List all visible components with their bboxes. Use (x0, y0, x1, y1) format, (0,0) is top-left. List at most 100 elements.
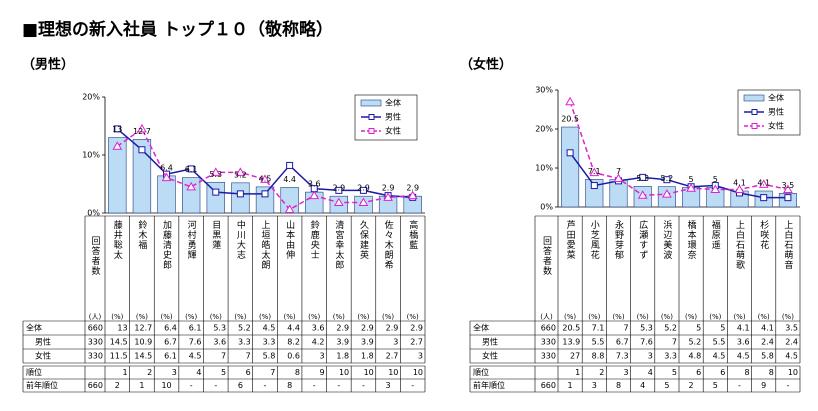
y-tick-label: 0% (540, 203, 553, 212)
data-label: 3.5 (782, 181, 795, 190)
unit-label: (%) (382, 313, 394, 321)
table-cell: 3 (386, 381, 391, 390)
table-cell: 2.9 (386, 324, 399, 333)
y-tick-label: 20% (535, 125, 553, 134)
marker (138, 146, 146, 154)
data-label: 2.9 (332, 184, 345, 193)
category-label: 藤井聡太 (112, 219, 123, 260)
table-cell: 5 (720, 324, 725, 333)
table-cell: 10 (388, 368, 398, 377)
table-cell: 660 (541, 324, 556, 333)
table-cell: 3 (592, 381, 597, 390)
category-label: 佐々木朗希 (383, 219, 394, 270)
marker (358, 197, 369, 207)
table-cell: 4.5 (263, 324, 276, 333)
table-cell: 660 (88, 324, 103, 333)
table-cell: 14.5 (110, 338, 128, 347)
legend-swatch (368, 128, 375, 134)
marker (760, 194, 768, 202)
table-cell: 3.3 (263, 338, 276, 347)
data-label: 5 (713, 175, 718, 184)
respondents-header: 回答者数 (90, 236, 101, 276)
table-cell: 5.8 (263, 352, 276, 361)
y-tick-label: 30% (535, 86, 553, 95)
marker (333, 197, 344, 207)
table-cell: 4.1 (761, 324, 774, 333)
table-cell: 6.7 (164, 338, 177, 347)
table-cell: 4.4 (287, 324, 300, 333)
data-label: 6.1 (185, 165, 198, 174)
marker (590, 182, 598, 190)
marker (758, 179, 769, 188)
marker (113, 125, 121, 133)
table-cell: 2.4 (761, 338, 774, 347)
table-cell: 3.6 (213, 338, 226, 347)
table-cell: 5 (696, 324, 701, 333)
table-cell: 8 (616, 381, 621, 390)
table-cell: 660 (88, 381, 103, 390)
marker (261, 190, 269, 198)
row-label: 順位 (473, 367, 489, 377)
table-cell: 2.7 (410, 338, 423, 347)
table-cell: 9 (319, 368, 324, 377)
table-cell: 4.1 (737, 324, 750, 333)
unit-label: (%) (136, 313, 148, 321)
data-label: 2.9 (357, 184, 370, 193)
table-cell: 4.8 (688, 352, 701, 361)
category-label: 高橋藍 (407, 219, 418, 250)
row-label: 女性 (482, 351, 498, 361)
table-cell: 6.1 (164, 352, 177, 361)
table-cell: 10 (161, 381, 171, 390)
table-cell: 5 (664, 381, 669, 390)
table-cell: 9 (761, 381, 766, 390)
category-label: 広瀬すず (637, 219, 648, 260)
data-label: 5.2 (234, 170, 247, 179)
legend-label: 全体 (385, 98, 401, 108)
table-cell: 6.4 (164, 324, 177, 333)
marker (565, 96, 575, 106)
table-cell: 13.9 (562, 338, 580, 347)
marker (286, 161, 294, 169)
table-cell: 11.5 (110, 352, 128, 361)
category-label: 橋本環奈 (686, 219, 697, 260)
category-label: 目黒蓮 (210, 220, 221, 250)
table-cell: 5.3 (640, 324, 653, 333)
table-cell: 4 (196, 368, 201, 377)
data-label: 5.3 (636, 174, 649, 183)
marker (235, 167, 246, 176)
table-cell: 7.1 (592, 324, 605, 333)
category-label: 杉咲花 (758, 219, 769, 250)
row-label: 前年順位 (473, 380, 505, 390)
table-cell: 2 (689, 381, 694, 390)
table-cell: 5 (713, 381, 718, 390)
y-tick-label: 10% (82, 151, 100, 160)
table-cell: 4.5 (189, 352, 202, 361)
marker (284, 204, 295, 214)
table-cell: 6 (238, 381, 243, 390)
data-label: 4.5 (259, 174, 272, 183)
marker (260, 174, 270, 183)
table-cell: 2.9 (336, 324, 349, 333)
table-cell: 5.8 (761, 352, 774, 361)
marker (784, 194, 792, 202)
table-cell: 20.5 (562, 324, 580, 333)
unit-label: (%) (160, 313, 172, 321)
table-cell: 4.5 (713, 352, 726, 361)
y-tick-label: 20% (82, 93, 100, 102)
table-cell: 6 (246, 368, 251, 377)
category-label: 芦田愛菜 (565, 220, 576, 260)
table-cell: 6.1 (189, 324, 202, 333)
unit-label: (%) (637, 313, 649, 321)
bar (561, 126, 580, 208)
data-label: 7.1 (588, 167, 601, 176)
marker (589, 167, 600, 177)
row-label: 全体 (473, 323, 489, 333)
bar (231, 182, 250, 214)
y-tick-label: 0% (87, 209, 100, 218)
unit-label: (%) (588, 313, 600, 321)
marker (637, 190, 648, 199)
marker (710, 184, 721, 193)
table-cell: 3.9 (361, 338, 374, 347)
marker (161, 172, 172, 182)
